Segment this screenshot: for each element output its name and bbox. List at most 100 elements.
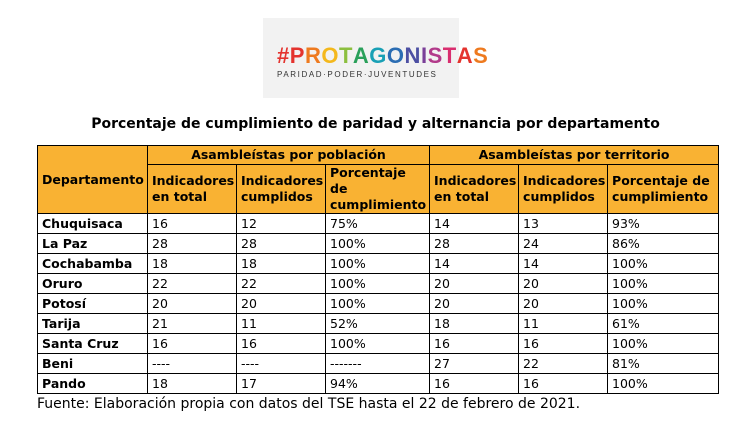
logo-hash: #: [277, 43, 290, 68]
cell-territorio-porcentaje: 81%: [607, 353, 720, 374]
logo-letter: I: [420, 43, 428, 68]
cell-territorio-porcentaje: 86%: [607, 233, 720, 254]
cell-territorio-total: 16: [429, 373, 520, 394]
cell-poblacion-cumplidos: ----: [236, 353, 326, 374]
cell-territorio-porcentaje: 100%: [607, 253, 720, 274]
cell-territorio-porcentaje: 100%: [607, 373, 720, 394]
cell-poblacion-porcentaje: 75%: [324, 213, 431, 234]
cell-territorio-cumplidos: 13: [518, 213, 609, 234]
table-title: Porcentaje de cumplimiento de paridad y …: [91, 116, 660, 132]
cell-territorio-cumplidos: 22: [518, 353, 609, 374]
logo-letters: PROTAGONISTAS: [290, 44, 489, 68]
cell-departamento: Beni: [37, 353, 148, 374]
cell-territorio-porcentaje: 100%: [607, 333, 720, 354]
cell-departamento: Oruro: [37, 273, 148, 294]
cell-poblacion-porcentaje: 100%: [324, 293, 431, 314]
cell-departamento: La Paz: [37, 233, 148, 254]
cell-territorio-total: 18: [429, 313, 520, 334]
header-group-territorio: Asambleístas por territorio: [429, 145, 720, 165]
source-note: Fuente: Elaboración propia con datos del…: [37, 396, 581, 412]
cell-territorio-cumplidos: 20: [518, 293, 609, 314]
table-row: La Paz 28 28 100% 28 24 86%: [37, 233, 720, 254]
cell-territorio-total: 16: [429, 333, 520, 354]
logo-letter: S: [473, 43, 489, 68]
cell-territorio-total: 20: [429, 293, 520, 314]
header-departamento: Departamento: [37, 145, 148, 214]
table-row: Chuquisaca 16 12 75% 14 13 93%: [37, 213, 720, 234]
cell-territorio-porcentaje: 93%: [607, 213, 720, 234]
cell-poblacion-porcentaje: 100%: [324, 253, 431, 274]
cell-territorio-total: 27: [429, 353, 520, 374]
cell-poblacion-porcentaje: 100%: [324, 233, 431, 254]
cell-poblacion-total: 28: [147, 233, 237, 254]
table-body: Chuquisaca 16 12 75% 14 13 93% La Paz 28 28 100% 28…: [37, 213, 720, 394]
cell-poblacion-total: 22: [147, 273, 237, 294]
cell-poblacion-cumplidos: 16: [236, 333, 326, 354]
table-row: Pando 18 17 94% 16 16 100%: [37, 373, 720, 394]
cell-poblacion-total: 16: [147, 333, 237, 354]
cell-territorio-cumplidos: 16: [518, 333, 609, 354]
data-table: Departamento Asambleístas por población …: [37, 145, 720, 394]
cell-territorio-cumplidos: 16: [518, 373, 609, 394]
cell-territorio-total: 28: [429, 233, 520, 254]
cell-poblacion-cumplidos: 17: [236, 373, 326, 394]
logo-letter: R: [304, 43, 322, 68]
cell-territorio-porcentaje: 61%: [607, 313, 720, 334]
cell-territorio-porcentaje: 100%: [607, 293, 720, 314]
table-row: Cochabamba 18 18 100% 14 14 100%: [37, 253, 720, 274]
cell-poblacion-total: 18: [147, 373, 237, 394]
logo-letter: N: [404, 43, 421, 68]
cell-poblacion-cumplidos: 12: [236, 213, 326, 234]
logo-letter: S: [427, 43, 443, 68]
cell-territorio-total: 14: [429, 253, 520, 274]
cell-territorio-porcentaje: 100%: [607, 273, 720, 294]
cell-territorio-cumplidos: 11: [518, 313, 609, 334]
logo-letter: P: [289, 43, 305, 68]
cell-departamento: Tarija: [37, 313, 148, 334]
cell-poblacion-total: 18: [147, 253, 237, 274]
logo-letter: A: [352, 43, 370, 68]
cell-departamento: Pando: [37, 373, 148, 394]
logo-letter: A: [456, 43, 474, 68]
cell-departamento: Chuquisaca: [37, 213, 148, 234]
cell-poblacion-total: 21: [147, 313, 237, 334]
cell-poblacion-total: ----: [147, 353, 237, 374]
header-poblacion-cumplidos: Indicadores cumplidos: [236, 164, 326, 214]
table-row: Beni ---- ---- ------- 27 22 81%: [37, 353, 720, 374]
logo-letter: O: [321, 43, 339, 68]
header-territorio-total: Indicadores en total: [429, 164, 520, 214]
cell-territorio-total: 20: [429, 273, 520, 294]
cell-territorio-total: 14: [429, 213, 520, 234]
logo-wordmark: #PROTAGONISTAS: [277, 44, 488, 68]
cell-poblacion-cumplidos: 22: [236, 273, 326, 294]
cell-poblacion-porcentaje: 52%: [324, 313, 431, 334]
header-territorio-porcentaje: Porcentaje de cumplimiento: [607, 164, 720, 214]
table-row: Oruro 22 22 100% 20 20 100%: [37, 273, 720, 294]
cell-poblacion-cumplidos: 20: [236, 293, 326, 314]
cell-departamento: Potosí: [37, 293, 148, 314]
cell-departamento: Cochabamba: [37, 253, 148, 274]
header-poblacion-porcentaje: Porcentaje de cumplimiento: [324, 164, 431, 214]
table-row: Tarija 21 11 52% 18 11 61%: [37, 313, 720, 334]
logo: #PROTAGONISTAS PARIDAD·PODER·JUVENTUDES: [263, 18, 488, 98]
cell-poblacion-porcentaje: -------: [324, 353, 431, 374]
header-poblacion-total: Indicadores en total: [147, 164, 237, 214]
logo-letter: T: [338, 43, 353, 68]
cell-poblacion-total: 16: [147, 213, 237, 234]
table-row: Potosí 20 20 100% 20 20 100%: [37, 293, 720, 314]
cell-territorio-cumplidos: 14: [518, 253, 609, 274]
cell-poblacion-total: 20: [147, 293, 237, 314]
cell-territorio-cumplidos: 24: [518, 233, 609, 254]
logo-letter: O: [386, 43, 405, 68]
header-territorio-cumplidos: Indicadores cumplidos: [518, 164, 609, 214]
table-row: Santa Cruz 16 16 100% 16 16 100%: [37, 333, 720, 354]
cell-poblacion-cumplidos: 11: [236, 313, 326, 334]
logo-tagline: PARIDAD·PODER·JUVENTUDES: [277, 70, 438, 79]
cell-territorio-cumplidos: 20: [518, 273, 609, 294]
cell-poblacion-porcentaje: 100%: [324, 273, 431, 294]
logo-letter: T: [442, 43, 457, 68]
cell-poblacion-porcentaje: 94%: [324, 373, 431, 394]
cell-poblacion-porcentaje: 100%: [324, 333, 431, 354]
cell-poblacion-cumplidos: 28: [236, 233, 326, 254]
cell-poblacion-cumplidos: 18: [236, 253, 326, 274]
